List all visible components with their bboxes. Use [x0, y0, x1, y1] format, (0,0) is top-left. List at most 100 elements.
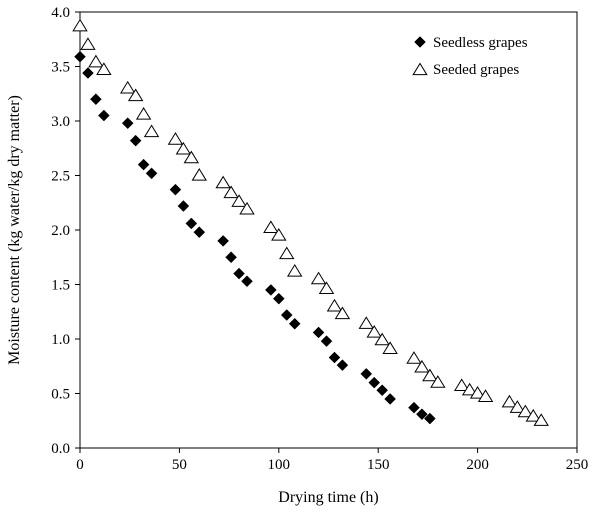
seedless-point: [424, 412, 436, 425]
seedless-point: [137, 158, 150, 171]
series-seeded-grapes: [72, 18, 549, 426]
seeded-point: [88, 54, 104, 68]
y-axis: 0.0 0.5 1.0 1.5 2.0 2.5 3.0 3.5 4.0: [51, 5, 80, 457]
y-tick-label: 3.0: [51, 114, 70, 130]
seeded-point: [334, 306, 351, 320]
legend-marker-seeded: [412, 62, 428, 76]
x-tick-label: 0: [76, 457, 84, 473]
seeded-point: [215, 175, 231, 189]
seeded-point: [406, 351, 422, 364]
seeded-point: [310, 271, 327, 285]
seeded-point: [414, 359, 430, 373]
seedless-point: [82, 67, 94, 79]
seedless-point: [233, 267, 245, 280]
seeded-point: [263, 220, 279, 233]
y-tick-label: 3.5: [51, 60, 70, 76]
series-seedless-grapes: [74, 50, 436, 425]
y-tick-label: 1.5: [51, 278, 70, 294]
seedless-point: [217, 235, 229, 247]
seeded-point: [135, 107, 152, 120]
x-axis-title: Drying time (h): [278, 489, 378, 506]
seeded-point: [279, 246, 295, 260]
seeded-point: [318, 281, 335, 295]
seeded-point: [453, 378, 470, 392]
seedless-point: [193, 226, 206, 239]
y-axis-title: Moisture content (kg water/kg dry matter…: [6, 95, 23, 365]
y-tick-label: 2.5: [51, 169, 70, 185]
seeded-point: [525, 408, 541, 422]
seedless-point: [368, 376, 381, 389]
seedless-point: [90, 93, 102, 106]
seeded-point: [374, 332, 390, 346]
seeded-point: [167, 132, 184, 145]
seedless-point: [360, 368, 373, 380]
seeded-point: [271, 227, 287, 241]
seeded-point: [175, 141, 192, 155]
seeded-point: [469, 386, 486, 399]
y-tick-label: 0.0: [51, 441, 70, 457]
seedless-point: [416, 408, 428, 421]
seedless-point: [121, 117, 134, 130]
legend: Seedless grapes Seeded grapes: [412, 35, 528, 78]
seeded-point: [72, 18, 88, 32]
seeded-point: [422, 368, 438, 382]
seeded-point: [286, 263, 303, 277]
seedless-point: [328, 351, 341, 364]
seedless-point: [98, 109, 110, 122]
seedless-point: [241, 275, 253, 288]
seedless-point: [177, 200, 190, 212]
seeded-point: [127, 88, 144, 102]
legend-label: Seeded grapes: [433, 62, 519, 78]
seeded-point: [509, 400, 526, 413]
x-tick-label: 50: [172, 457, 187, 473]
seedless-point: [288, 317, 301, 330]
seedless-point: [74, 50, 86, 63]
seeded-point: [183, 150, 200, 164]
x-axis: 0 50 100 150 200 250: [76, 448, 588, 473]
seeded-point: [461, 382, 478, 396]
seeded-point: [533, 413, 549, 426]
seedless-point: [169, 183, 182, 196]
seeded-point: [430, 375, 446, 388]
seedless-point: [312, 326, 325, 339]
seeded-point: [231, 194, 247, 207]
seedless-point: [264, 284, 277, 296]
seedless-point: [225, 251, 237, 264]
seeded-point: [119, 80, 136, 94]
seeded-point: [223, 185, 239, 199]
seedless-point: [129, 134, 142, 147]
seeded-point: [96, 62, 112, 75]
x-tick-label: 150: [367, 457, 390, 473]
y-tick-label: 2.0: [51, 223, 70, 239]
seeded-point: [191, 168, 207, 181]
seeded-point: [80, 37, 96, 50]
seeded-point: [382, 341, 398, 354]
seedless-point: [376, 384, 389, 397]
seeded-point: [358, 316, 374, 329]
seedless-point: [185, 217, 198, 230]
seedless-point: [384, 393, 396, 405]
seedless-point: [320, 335, 333, 348]
legend-label: Seedless grapes: [433, 35, 528, 51]
seedless-point: [408, 401, 420, 414]
seedless-point: [272, 292, 285, 305]
seeded-point: [239, 201, 255, 215]
seedless-point: [336, 359, 349, 372]
seeded-point: [326, 298, 343, 312]
data-series: [72, 18, 549, 426]
seeded-point: [517, 404, 534, 418]
x-tick-label: 200: [466, 457, 489, 473]
seeded-point: [477, 389, 494, 402]
legend-marker-seedless: [414, 36, 426, 48]
seeded-point: [143, 124, 160, 138]
y-tick-label: 4.0: [51, 5, 70, 21]
seeded-point: [501, 394, 518, 408]
seedless-point: [145, 167, 158, 180]
seeded-point: [366, 325, 382, 338]
seedless-point: [280, 309, 293, 321]
x-tick-label: 100: [268, 457, 291, 473]
y-tick-label: 0.5: [51, 387, 70, 403]
x-tick-label: 250: [566, 457, 589, 473]
y-tick-label: 1.0: [51, 332, 70, 348]
